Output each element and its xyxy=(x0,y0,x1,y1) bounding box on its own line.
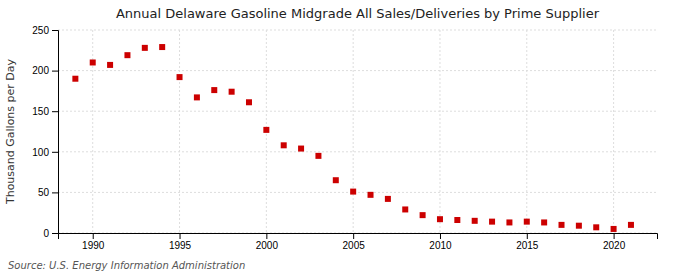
grid xyxy=(58,30,657,233)
x-tick-mark xyxy=(180,233,181,239)
x-tick-label: 2020 xyxy=(603,240,626,251)
square-point xyxy=(298,146,304,152)
x-tick: 2005 xyxy=(343,233,366,251)
x-tick: 2015 xyxy=(516,233,539,251)
x-tick-label: 2010 xyxy=(429,240,452,251)
square-point xyxy=(281,142,287,148)
y-tick-mark xyxy=(52,233,58,234)
square-point xyxy=(350,189,356,195)
square-point xyxy=(368,192,374,198)
x-axis-line xyxy=(59,234,658,240)
square-point xyxy=(524,219,530,225)
y-grid-line xyxy=(58,30,657,31)
y-grid-line xyxy=(58,70,657,71)
x-tick-label: 2015 xyxy=(516,240,539,251)
x-tick-mark xyxy=(353,233,354,239)
points xyxy=(72,44,634,232)
square-point xyxy=(541,219,547,225)
y-tick-mark xyxy=(52,111,58,112)
source-note: Source: U.S. Energy Information Administ… xyxy=(8,260,245,271)
y-grid-line xyxy=(58,192,657,193)
square-point xyxy=(211,87,217,93)
x-tick: 2010 xyxy=(429,233,452,251)
square-point xyxy=(107,62,113,68)
square-point xyxy=(263,127,269,133)
y-tick-label: 100 xyxy=(32,147,49,158)
square-point xyxy=(506,219,512,225)
x-tick: 2000 xyxy=(256,233,279,251)
y-tick-mark xyxy=(52,152,58,153)
y-tick-label: 250 xyxy=(32,25,49,36)
y-tick: 200 xyxy=(32,65,58,76)
y-tick: 0 xyxy=(43,228,58,239)
x-tick: 1990 xyxy=(82,233,105,251)
y-tick-mark xyxy=(52,30,58,31)
square-point xyxy=(177,74,183,80)
y-tick: 100 xyxy=(32,147,58,158)
y-axis-label: Thousand Gallons per Day xyxy=(4,58,17,205)
square-point xyxy=(194,94,200,100)
x-grid-line xyxy=(353,30,354,233)
chart-title: Annual Delaware Gasoline Midgrade All Sa… xyxy=(116,6,600,21)
y-tick-label: 200 xyxy=(32,65,49,76)
x-grid-line xyxy=(613,30,614,233)
y-grid-line xyxy=(58,111,657,112)
x-tick-mark xyxy=(266,233,267,239)
square-point xyxy=(576,223,582,229)
y-axis-line xyxy=(52,31,59,234)
x-grid-line xyxy=(439,30,440,233)
x-tick-label: 2005 xyxy=(343,240,366,251)
plot-area: 1990 1995 2000 2005 2010 2015 2020 0 50 100 150 200… xyxy=(32,25,657,251)
square-point xyxy=(611,226,617,232)
square-point xyxy=(454,217,460,223)
square-point xyxy=(159,44,165,50)
y-tick-mark xyxy=(52,192,58,193)
y-tick: 250 xyxy=(32,25,58,36)
y-tick-label: 50 xyxy=(38,187,50,198)
square-point xyxy=(559,222,565,228)
square-point xyxy=(593,224,599,230)
y-tick: 50 xyxy=(38,187,58,198)
square-point xyxy=(437,216,443,222)
square-point xyxy=(72,76,78,82)
y-tick-mark xyxy=(52,71,58,72)
x-tick-mark xyxy=(440,233,441,239)
y-grid-line xyxy=(58,151,657,152)
square-point xyxy=(402,206,408,212)
x-tick-mark xyxy=(527,233,528,239)
x-grid-line xyxy=(526,30,527,233)
square-point xyxy=(472,218,478,224)
x-tick-mark xyxy=(93,233,94,239)
x-tick-mark xyxy=(614,233,615,239)
x-grid-line xyxy=(179,30,180,233)
square-point xyxy=(315,153,321,159)
x-tick: 1995 xyxy=(169,233,192,251)
square-point xyxy=(124,52,130,58)
chart-svg: 1990 1995 2000 2005 2010 2015 2020 0 50 100 150 200… xyxy=(0,0,675,275)
square-point xyxy=(333,177,339,183)
square-point xyxy=(246,99,252,105)
square-point xyxy=(142,45,148,51)
square-point xyxy=(628,222,634,228)
y-tick: 150 xyxy=(32,106,58,117)
square-point xyxy=(385,196,391,202)
y-axis: 0 50 100 150 200 250 xyxy=(32,25,58,239)
square-point xyxy=(420,212,426,218)
square-point xyxy=(90,59,96,65)
x-tick-label: 2000 xyxy=(256,240,279,251)
x-tick-label: 1995 xyxy=(169,240,192,251)
x-axis: 1990 1995 2000 2005 2010 2015 2020 xyxy=(59,233,658,251)
y-tick-label: 0 xyxy=(43,228,49,239)
x-tick: 2020 xyxy=(603,233,626,251)
square-point xyxy=(229,89,235,95)
square-point xyxy=(489,219,495,225)
x-tick-label: 1990 xyxy=(82,240,105,251)
y-tick-label: 150 xyxy=(32,106,49,117)
